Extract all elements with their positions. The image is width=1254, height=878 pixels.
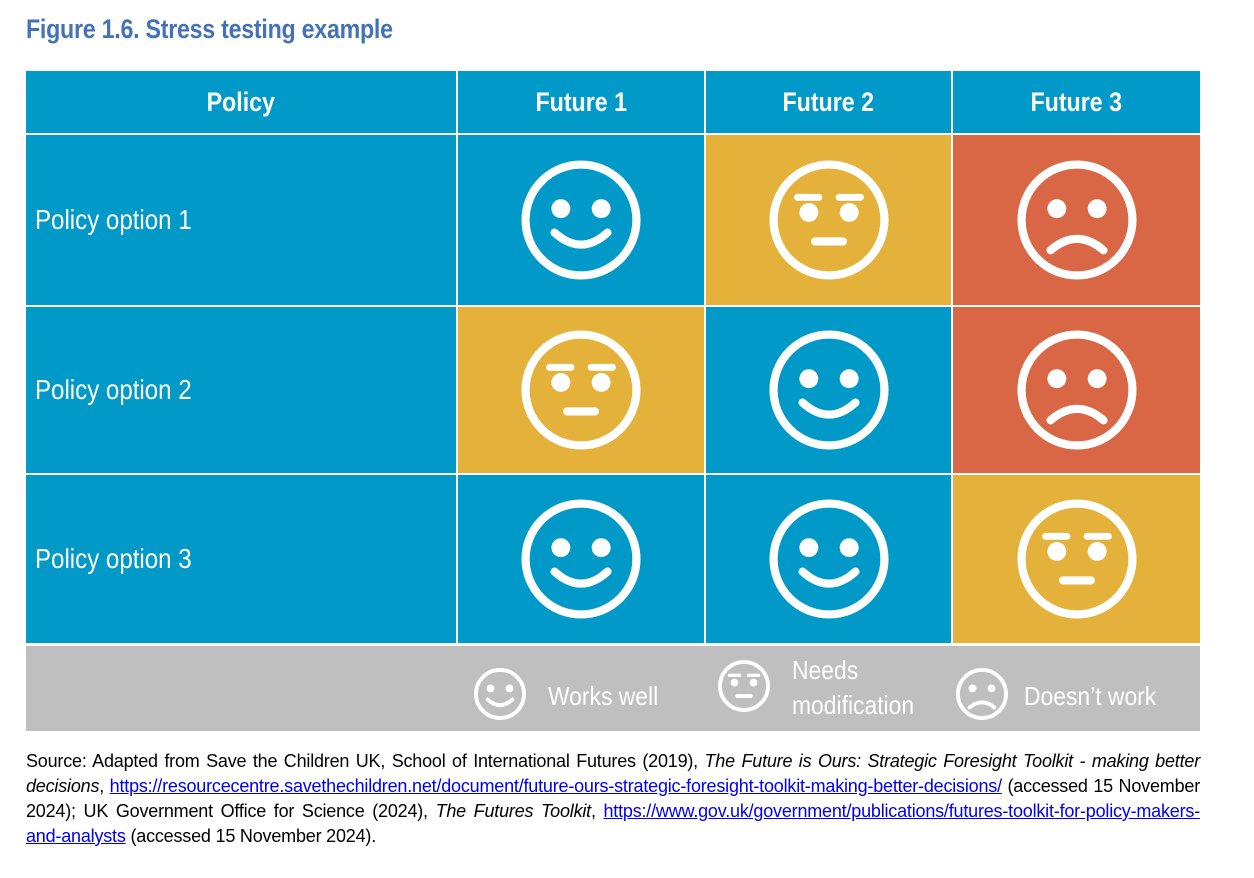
rating-cell (706, 307, 953, 475)
neutral-face-icon (766, 157, 892, 283)
row-label-policy-option-2: Policy option 2 (26, 307, 458, 475)
source-title: The Futures Toolkit (435, 801, 592, 821)
legend-label-doesnt-work: Doesn’t work (1024, 681, 1157, 711)
legend-label-line: modification (792, 690, 915, 720)
neutral-face-icon (716, 658, 772, 719)
smiling-face-icon (518, 496, 644, 622)
smiling-face-icon (766, 327, 892, 453)
frowning-face-icon (1014, 327, 1140, 453)
header-future-label: Future 2 (782, 86, 875, 117)
rating-cell (458, 307, 706, 475)
legend-doesnt-work: Doesn’t work (954, 666, 1174, 727)
smiling-face-icon (766, 496, 892, 622)
legend-works-well: Works well (472, 666, 673, 727)
policy-option-label: Policy option 1 (35, 204, 192, 235)
neutral-face-icon (1014, 496, 1140, 622)
smiling-face-icon (472, 666, 528, 727)
header-future-1: Future 1 (458, 71, 706, 135)
legend-label-needs-modification: Needs modification (792, 653, 914, 723)
source-text: (accessed 15 November 2024); UK Governme… (26, 776, 1200, 821)
row-label-policy-option-1: Policy option 1 (26, 135, 458, 307)
figure-title: Figure 1.6. Stress testing example (26, 14, 393, 44)
header-future-label: Future 3 (1030, 86, 1123, 117)
smiling-face-icon (518, 157, 644, 283)
rating-cell (953, 135, 1200, 307)
header-policy: Policy (26, 71, 458, 135)
legend-label-works-well: Works well (548, 681, 659, 711)
rating-cell (706, 475, 953, 643)
frowning-face-icon (1014, 157, 1140, 283)
source-prefix: Source: Adapted from Save the Children U… (26, 751, 705, 771)
source-separator: , (590, 801, 604, 821)
stress-test-table: Policy Future 1 Future 2 Future 3 Policy… (26, 71, 1200, 731)
frowning-face-icon (954, 666, 1010, 727)
source-note: Source: Adapted from Save the Children U… (26, 749, 1200, 849)
legend-label-line: Needs (792, 655, 859, 685)
header-future-3: Future 3 (953, 71, 1200, 135)
source-link[interactable]: https://resourcecentre.savethechildren.n… (109, 776, 1002, 796)
source-link[interactable]: https://www.gov.uk/government/publicatio… (26, 801, 1200, 846)
rating-cell (953, 307, 1200, 475)
policy-option-label: Policy option 3 (35, 543, 192, 574)
rating-cell (706, 135, 953, 307)
source-title: The Future is Ours: Strategic Foresight … (26, 751, 1200, 796)
rating-cell (458, 475, 706, 643)
rating-cell (458, 135, 706, 307)
rating-cell (953, 475, 1200, 643)
header-future-label: Future 1 (535, 86, 627, 117)
row-label-policy-option-3: Policy option 3 (26, 475, 458, 643)
header-policy-label: Policy (206, 86, 276, 117)
legend-needs-modification: Needs modification (716, 653, 931, 723)
neutral-face-icon (518, 327, 644, 453)
source-separator: , (99, 776, 110, 796)
header-future-2: Future 2 (706, 71, 953, 135)
source-suffix: (accessed 15 November 2024). (125, 826, 377, 846)
policy-option-label: Policy option 2 (35, 374, 192, 405)
